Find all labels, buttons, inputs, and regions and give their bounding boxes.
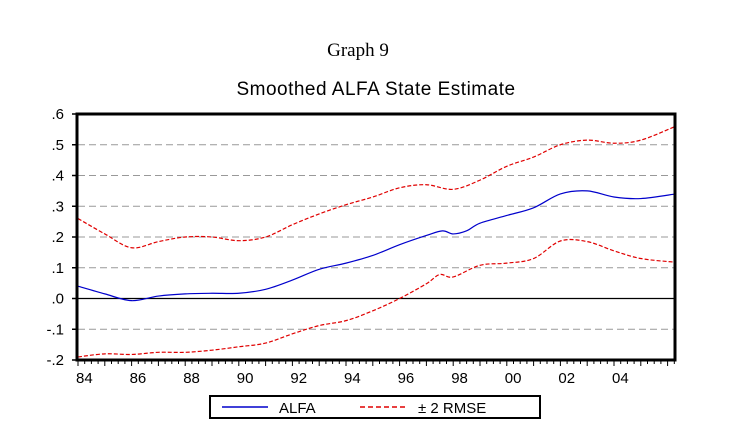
y-tick-label: .0 — [51, 291, 64, 308]
legend-box — [209, 395, 541, 419]
x-tick-label: 96 — [398, 370, 415, 387]
legend-label-rmse: ± 2 RMSE — [418, 400, 486, 417]
x-tick-label: 04 — [612, 370, 629, 387]
y-tick-label: .6 — [51, 106, 64, 123]
x-tick-label: 90 — [237, 370, 254, 387]
x-tick-label: 94 — [344, 370, 361, 387]
x-tick-label: 00 — [505, 370, 522, 387]
series-line-lower-band — [77, 238, 676, 358]
y-tick-label: -.2 — [46, 352, 64, 369]
y-tick-label: .5 — [51, 137, 64, 154]
x-tick-label: 92 — [290, 370, 307, 387]
chart-subtitle: Smoothed ALFA State Estimate — [236, 79, 515, 100]
y-tick-label: .2 — [51, 229, 64, 246]
legend: ALFA ± 2 RMSE — [209, 395, 541, 419]
series-line-upper-band — [77, 125, 676, 249]
x-tick-label: 98 — [451, 370, 468, 387]
x-tick-label: 86 — [130, 370, 147, 387]
y-axis: .6 .5 .4 .3 .2 .1 .0 -.1 -.2 — [46, 106, 78, 369]
y-tick-label: -.1 — [46, 321, 64, 338]
y-tick-label: .4 — [51, 168, 64, 185]
y-tick-label: .1 — [51, 260, 64, 277]
series-line-alfa — [77, 190, 676, 302]
x-tick-label: 88 — [183, 370, 200, 387]
x-tick-label: 84 — [76, 370, 93, 387]
chart-title: Graph 9 — [327, 40, 389, 61]
y-tick-label: .3 — [51, 198, 64, 215]
gridlines — [78, 144, 675, 330]
legend-label-alfa: ALFA — [279, 400, 316, 417]
series-lines — [77, 125, 676, 358]
x-tick-label: 02 — [558, 370, 575, 387]
x-axis: 84 86 88 90 92 94 96 98 00 02 04 — [76, 360, 675, 387]
